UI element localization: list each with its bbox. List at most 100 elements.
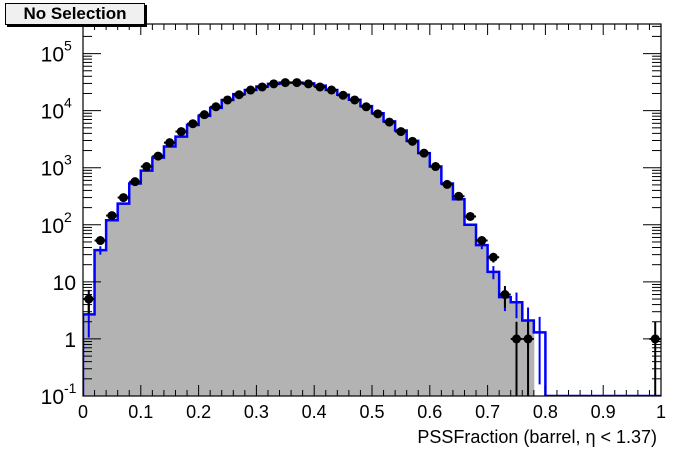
data-point <box>95 236 105 246</box>
fill-bar <box>106 220 119 396</box>
fill-bar <box>163 146 176 396</box>
fill-bar <box>372 113 385 396</box>
data-point <box>280 78 290 88</box>
x-tick-label: 0.1 <box>128 402 153 422</box>
data-point <box>142 162 152 172</box>
data-point <box>130 177 140 187</box>
data-point <box>153 151 163 161</box>
x-tick-label: 0.3 <box>244 402 269 422</box>
fill-bar <box>175 136 188 396</box>
fill-bar <box>302 83 315 396</box>
data-point <box>442 179 452 189</box>
fill-bar <box>140 170 153 396</box>
x-axis-title: PSSFraction (barrel, η < 1.37) <box>417 427 657 447</box>
fill-bar <box>487 271 500 396</box>
fill-bar <box>360 106 373 396</box>
fill-bar <box>291 82 304 396</box>
data-point <box>338 90 348 100</box>
fill-bar <box>418 153 431 396</box>
fill-bar <box>187 125 200 396</box>
data-point <box>419 148 429 158</box>
data-point <box>269 79 279 89</box>
data-point <box>165 138 175 148</box>
x-tick-label: 1 <box>656 402 666 422</box>
data-point <box>118 193 128 203</box>
y-tick-label: 1 <box>64 329 76 352</box>
data-point <box>454 191 464 201</box>
x-tick-label: 0.2 <box>186 402 211 422</box>
fill-bar <box>233 94 246 396</box>
y-tick-label: 10 <box>41 158 64 181</box>
fill-bar <box>429 166 442 396</box>
fill-bar <box>256 86 269 396</box>
data-point <box>500 290 510 300</box>
y-tick-label: 10 <box>41 101 64 124</box>
data-point <box>107 211 117 221</box>
fill-bar <box>499 297 512 396</box>
fill-bar <box>476 245 489 396</box>
data-point <box>350 95 360 105</box>
x-tick-label: 0.6 <box>417 402 442 422</box>
data-point <box>211 102 221 112</box>
data-point <box>361 102 371 112</box>
y-tick-label: 10 <box>53 272 76 295</box>
fill-bar <box>383 121 396 396</box>
fill-bar <box>244 90 257 396</box>
data-point <box>396 127 406 137</box>
chart-title: No Selection <box>5 3 145 25</box>
data-point <box>199 110 209 120</box>
fill-bar <box>314 85 327 396</box>
data-point <box>327 85 337 95</box>
y-tick-label: 10 <box>41 215 64 238</box>
y-tick-exponent: -1 <box>64 380 77 396</box>
x-tick-label: 0.7 <box>475 402 500 422</box>
fill-bar <box>267 83 281 396</box>
data-point <box>523 334 533 344</box>
y-tick-label: 10 <box>41 44 64 67</box>
fill-bar <box>279 82 292 396</box>
fill-bar <box>221 99 234 396</box>
y-tick-exponent: 5 <box>64 38 72 54</box>
fill-bar <box>348 99 361 396</box>
fill-bar <box>441 183 454 396</box>
x-tick-label: 0.4 <box>302 402 327 422</box>
data-point <box>246 85 256 95</box>
x-tick-label: 0.5 <box>359 402 384 422</box>
data-point <box>223 95 232 105</box>
data-point <box>315 82 325 92</box>
data-point <box>488 252 498 262</box>
fill-bar <box>94 250 107 396</box>
fill-bar <box>210 107 223 396</box>
data-point <box>373 109 383 119</box>
data-point <box>477 236 487 246</box>
fill-bar <box>83 314 96 396</box>
data-point <box>234 90 244 100</box>
data-point <box>407 136 417 146</box>
data-point <box>188 119 198 129</box>
x-tick-label: 0.9 <box>591 402 616 422</box>
x-tick-label: 0.8 <box>533 402 558 422</box>
x-tick-label: 0 <box>78 402 88 422</box>
fill-bar <box>129 183 142 396</box>
fill-bar <box>325 90 338 396</box>
plot-area <box>83 78 661 396</box>
y-tick-exponent: 3 <box>64 152 72 168</box>
fill-bar <box>117 203 130 396</box>
fill-bar <box>406 140 419 396</box>
fill-bar <box>152 157 165 396</box>
y-tick-exponent: 4 <box>64 95 72 111</box>
data-point <box>303 79 313 89</box>
fill-bar <box>464 224 477 396</box>
fill-bar <box>337 94 350 396</box>
fill-bar <box>452 199 465 396</box>
data-point <box>465 211 475 221</box>
fill-bar <box>395 130 408 396</box>
data-point <box>257 82 267 92</box>
data-point <box>384 117 394 127</box>
fill-bar <box>198 115 211 396</box>
data-point <box>431 162 441 172</box>
y-tick-exponent: 2 <box>64 209 72 225</box>
data-point <box>512 334 521 344</box>
